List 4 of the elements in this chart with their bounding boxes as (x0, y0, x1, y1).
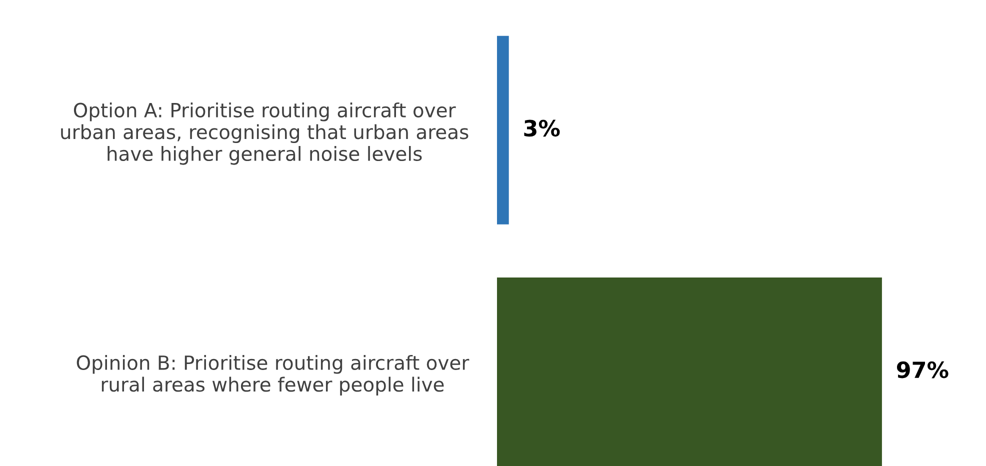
y-tick-label: Option A: Prioritise routing aircraft over urban areas, recognising that urban areas have higher general noise levels (61, 102, 468, 165)
y-tick-label: Opinion B: Prioritise routing aircraft over rural areas where fewer people live (76, 354, 470, 396)
data-label: 97% (896, 361, 948, 378)
data-label: 3% (524, 120, 560, 137)
